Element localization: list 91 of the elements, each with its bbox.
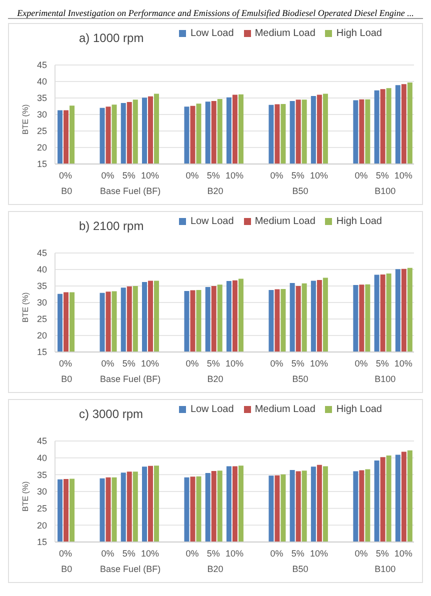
- y-tick-label: 45: [36, 248, 47, 258]
- x-tick-label: 0%: [354, 358, 368, 368]
- x-tick-label: 5%: [206, 358, 220, 368]
- y-tick-label: 45: [36, 436, 47, 446]
- x-tick-label: 0%: [101, 170, 114, 180]
- y-tick-label: 40: [36, 76, 47, 87]
- x-tick-label: 5%: [122, 170, 136, 180]
- y-tick-label: 15: [36, 159, 47, 170]
- text: B100: [374, 564, 397, 574]
- legend-label: Low Load: [190, 216, 234, 227]
- x-tick-label: 0%: [59, 548, 72, 558]
- text: B20: [206, 564, 224, 574]
- y-tick-label: 15: [36, 347, 47, 358]
- x-tick-label: 5%: [291, 548, 304, 558]
- text: B100: [374, 186, 397, 196]
- text: B0: [61, 564, 72, 574]
- y-tick-label: 25: [36, 314, 47, 324]
- y-axis-title: BTE (%): [20, 292, 30, 322]
- y-tick-label: 40: [36, 453, 47, 464]
- text: Base Fuel (BF): [99, 186, 162, 196]
- text: B50: [291, 564, 310, 574]
- x-tick-label: 5%: [376, 170, 389, 180]
- x-tick-label: 0%: [101, 358, 114, 368]
- text: B20: [206, 374, 224, 384]
- y-tick-label: 35: [36, 281, 47, 292]
- text: Base Fuel (BF): [99, 564, 162, 574]
- text: B20: [206, 186, 224, 196]
- x-tick-label: 5%: [291, 358, 304, 368]
- legend-label: Medium Load: [254, 28, 316, 39]
- y-tick-label: 20: [36, 330, 47, 341]
- chart-title: c) 3000 rpm: [79, 407, 144, 421]
- x-tick-label: 10%: [310, 170, 328, 180]
- y-tick-label: 25: [36, 504, 47, 514]
- y-axis-title: BTE (%): [20, 104, 30, 134]
- text: B50: [291, 374, 310, 384]
- x-tick-label: 0%: [59, 170, 72, 180]
- x-tick-label: 0%: [186, 358, 199, 368]
- y-tick-label: 30: [36, 298, 47, 308]
- legend-label: High Load: [336, 216, 382, 227]
- y-tick-label: 30: [36, 486, 47, 497]
- y-tick-label: 35: [36, 470, 47, 480]
- y-tick-label: 30: [36, 110, 47, 120]
- x-tick-label: 0%: [270, 548, 284, 558]
- x-tick-label: 10%: [141, 548, 160, 558]
- text: Experimental Investigation on Performance and Emissions of Emulsified Biodiesel Operated Diesel Engine ...: [8, 8, 423, 19]
- y-tick-label: 40: [36, 264, 47, 275]
- x-tick-label: 0%: [354, 170, 368, 180]
- text: B100: [374, 374, 397, 384]
- x-tick-label: 10%: [394, 358, 412, 368]
- legend-label: Medium Load: [254, 216, 316, 227]
- x-tick-label: 10%: [394, 548, 412, 558]
- legend-label: Low Load: [190, 404, 234, 415]
- x-tick-label: 0%: [354, 548, 368, 558]
- y-tick-label: 25: [36, 126, 47, 136]
- x-tick-label: 10%: [225, 548, 244, 558]
- legend-label: High Load: [336, 404, 382, 415]
- text: B50: [291, 186, 310, 196]
- x-tick-label: 10%: [394, 170, 412, 180]
- text: Base Fuel (BF): [99, 374, 162, 384]
- x-tick-label: 10%: [225, 170, 244, 180]
- x-tick-label: 10%: [225, 358, 244, 368]
- y-tick-label: 15: [36, 537, 47, 548]
- x-tick-label: 5%: [376, 358, 389, 368]
- x-tick-label: 0%: [186, 548, 199, 558]
- x-tick-label: 0%: [270, 358, 284, 368]
- x-tick-label: 5%: [122, 358, 136, 368]
- x-tick-label: 5%: [122, 548, 136, 558]
- chart-title: a) 1000 rpm: [79, 31, 144, 45]
- text: B0: [61, 374, 72, 384]
- x-tick-label: 10%: [141, 170, 160, 180]
- text: B0: [61, 186, 72, 196]
- y-tick-label: 20: [36, 520, 47, 530]
- x-tick-label: 5%: [376, 548, 389, 558]
- legend-label: Low Load: [190, 28, 234, 39]
- x-tick-label: 10%: [310, 358, 328, 368]
- x-tick-label: 0%: [101, 548, 114, 558]
- x-tick-label: 5%: [206, 170, 220, 180]
- y-axis-title: BTE (%): [20, 480, 30, 512]
- x-tick-label: 5%: [291, 170, 304, 180]
- x-tick-label: 5%: [206, 548, 220, 558]
- x-tick-label: 0%: [186, 170, 199, 180]
- y-tick-label: 35: [36, 93, 47, 104]
- x-tick-label: 10%: [310, 548, 328, 558]
- legend-label: Medium Load: [254, 404, 316, 415]
- x-tick-label: 0%: [270, 170, 284, 180]
- y-tick-label: 20: [36, 142, 47, 153]
- x-tick-label: 0%: [59, 358, 72, 368]
- y-tick-label: 45: [36, 60, 47, 70]
- legend-label: High Load: [336, 28, 382, 39]
- x-tick-label: 10%: [141, 358, 160, 368]
- chart-title: b) 2100 rpm: [79, 219, 144, 233]
